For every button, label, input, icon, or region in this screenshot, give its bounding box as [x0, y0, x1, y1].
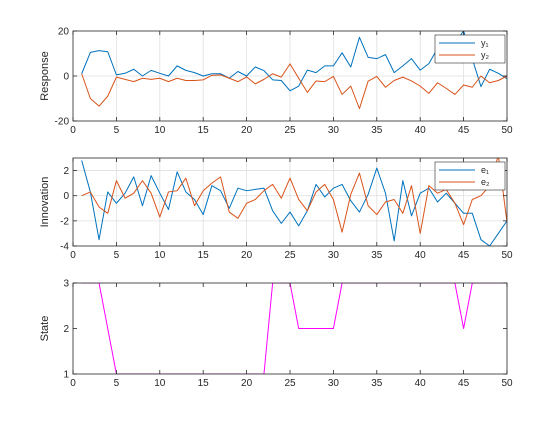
response-xtick-label: 15	[198, 125, 210, 136]
response-legend-label-1: y₁	[481, 38, 489, 48]
innovation-legend-label-2: e₂	[481, 177, 490, 187]
state-xtick-label: 0	[70, 378, 76, 389]
innovation-xtick-label: 25	[284, 250, 296, 261]
innovation-xtick-label: 30	[328, 250, 340, 261]
innovation-xtick-label: 5	[114, 250, 120, 261]
innovation-xtick-label: 50	[501, 250, 513, 261]
state-xtick-label: 25	[284, 378, 296, 389]
state-xtick-label: 45	[458, 378, 470, 389]
innovation-xtick-label: 40	[415, 250, 427, 261]
innovation-xtick-label: 35	[371, 250, 383, 261]
response-xtick-label: 0	[70, 125, 76, 136]
innovation-ylabel: Innovation	[39, 177, 51, 228]
state-xtick-label: 30	[328, 378, 340, 389]
state-xtick-label: 5	[114, 378, 120, 389]
innovation-xtick-label: 0	[70, 250, 76, 261]
state-series-line-1	[81, 283, 507, 374]
state-plot-area	[73, 283, 507, 374]
response-xtick-label: 20	[241, 125, 253, 136]
state-xtick-label: 10	[154, 378, 166, 389]
response-xtick-label: 10	[154, 125, 166, 136]
response-ylabel: Response	[39, 51, 51, 101]
state-xtick-label: 35	[371, 378, 383, 389]
response-legend: y₁ y₂	[434, 34, 506, 64]
innovation-ytick-label: -4	[60, 242, 69, 253]
innovation-series-line-1	[81, 160, 507, 246]
state-ytick-label: 2	[63, 324, 69, 335]
response-xtick-label: 45	[458, 125, 470, 136]
response-legend-box	[434, 34, 506, 64]
response-xtick-label: 30	[328, 125, 340, 136]
state-xtick-label: 20	[241, 378, 253, 389]
state-axes: 0 5 10 15 20 25 30 35 40 45 50 1 2 3 State	[39, 279, 513, 390]
state-ylabel: State	[39, 316, 51, 342]
state-xtick-label: 50	[501, 378, 513, 389]
innovation-legend: e₁ e₂	[434, 161, 506, 191]
innovation-ytick-label: -2	[60, 216, 69, 227]
innovation-xtick-label: 20	[241, 250, 253, 261]
response-xtick-label: 25	[284, 125, 296, 136]
response-xtick-label: 35	[371, 125, 383, 136]
innovation-xtick-label: 10	[154, 250, 166, 261]
innovation-axes: 0 5 10 15 20 25 30 35 40 45 50 -4 -2 0 2 Innovation e₁ e₂	[39, 157, 513, 261]
innovation-series-line-2	[81, 158, 507, 234]
innovation-legend-label-1: e₁	[481, 165, 489, 175]
response-xtick-label: 50	[501, 125, 513, 136]
state-xtick-label: 15	[198, 378, 210, 389]
state-ytick-label: 3	[63, 279, 69, 290]
response-xtick-label: 5	[114, 125, 120, 136]
response-legend-label-2: y₂	[481, 50, 490, 60]
innovation-ytick-label: 0	[63, 191, 69, 202]
response-ytick-label: -20	[55, 117, 70, 128]
response-xtick-label: 40	[415, 125, 427, 136]
innovation-ytick-label: 2	[63, 166, 69, 177]
innovation-xtick-label: 15	[198, 250, 210, 261]
state-ytick-label: 1	[63, 370, 69, 381]
response-ytick-label: 0	[63, 72, 69, 83]
response-ytick-label: 20	[58, 27, 70, 38]
state-xtick-label: 40	[415, 378, 427, 389]
innovation-xtick-label: 45	[458, 250, 470, 261]
innovation-legend-box	[434, 161, 506, 191]
response-series-line-2	[81, 63, 507, 110]
